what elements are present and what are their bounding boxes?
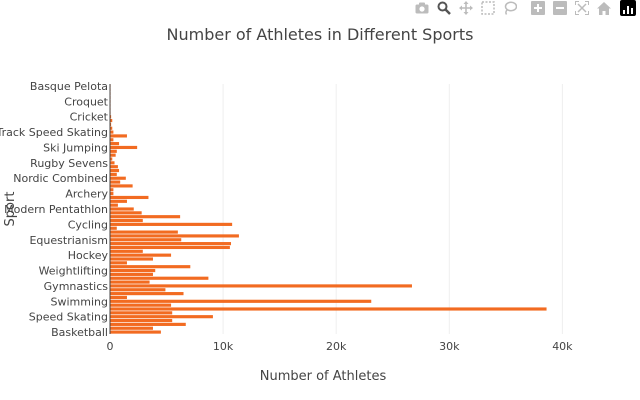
bar[interactable]	[110, 157, 113, 161]
x-tick-labels: 0 10k 20k 30k 40k	[107, 340, 574, 353]
bar[interactable]	[110, 265, 191, 269]
bar[interactable]	[110, 303, 172, 307]
y-tick-label: Speed Skating	[29, 311, 108, 324]
chart-title: Number of Athletes in Different Sports	[167, 25, 474, 44]
bar[interactable]	[110, 165, 118, 169]
bar[interactable]	[110, 195, 149, 200]
y-tick-label: Hockey	[68, 249, 109, 262]
bar[interactable]	[110, 295, 127, 300]
pan-icon[interactable]	[458, 0, 474, 16]
y-tick-label: Basketball	[51, 326, 108, 339]
x-tick-label: 40k	[552, 340, 573, 353]
bar[interactable]	[110, 253, 172, 257]
y-tick-label: Cycling	[68, 218, 108, 231]
bar[interactable]	[110, 261, 127, 265]
bar[interactable]	[110, 257, 153, 261]
y-tick-label: Weightlifting	[39, 265, 108, 278]
bar[interactable]	[110, 249, 143, 253]
bar[interactable]	[110, 134, 127, 138]
bar[interactable]	[110, 188, 114, 192]
bar[interactable]	[110, 242, 232, 246]
bar[interactable]	[110, 153, 116, 157]
bar[interactable]	[110, 230, 178, 234]
y-tick-label: Rugby Sevens	[30, 157, 108, 170]
bar[interactable]	[110, 138, 114, 142]
y-tick-label: Gymnastics	[44, 280, 109, 293]
x-tick-label: 10k	[213, 340, 234, 353]
bar[interactable]	[110, 280, 150, 284]
bar[interactable]	[110, 215, 181, 219]
gridlines	[222, 84, 563, 334]
bar[interactable]	[110, 142, 120, 146]
x-tick-label: 30k	[439, 340, 460, 353]
bar-series	[110, 84, 547, 334]
bar[interactable]	[110, 307, 547, 311]
bar[interactable]	[110, 288, 166, 292]
y-tick-label: Cricket	[70, 111, 109, 124]
autoscale-icon[interactable]	[574, 0, 590, 16]
bar[interactable]	[110, 180, 121, 184]
y-tick-label: Equestrianism	[29, 234, 108, 247]
y-axis-title: Sport	[3, 192, 18, 227]
bar[interactable]	[110, 168, 120, 173]
bar[interactable]	[110, 122, 112, 126]
bar[interactable]	[110, 203, 118, 207]
box-select-icon[interactable]	[480, 0, 496, 16]
bar[interactable]	[110, 311, 173, 315]
bar[interactable]	[110, 176, 126, 180]
bar[interactable]	[110, 161, 115, 165]
bar[interactable]	[110, 192, 114, 196]
bar[interactable]	[110, 299, 372, 303]
y-tick-label: Basque Pelota	[30, 80, 108, 93]
bar[interactable]	[110, 126, 113, 130]
y-tick-label: Nordic Combined	[13, 172, 108, 185]
bar[interactable]	[110, 238, 182, 242]
y-tick-label: Modern Pentathlon	[4, 203, 108, 216]
bar[interactable]	[110, 115, 112, 119]
bar[interactable]	[110, 118, 113, 123]
bar[interactable]	[110, 268, 156, 273]
bar[interactable]	[110, 330, 161, 334]
bar[interactable]	[110, 211, 142, 215]
zoom-in-icon[interactable]	[530, 0, 546, 16]
y-tick-label: Ski Jumping	[43, 141, 108, 154]
bar[interactable]	[110, 207, 134, 211]
bar[interactable]	[110, 184, 133, 188]
bar[interactable]	[110, 292, 184, 296]
x-tick-label: 0	[107, 340, 114, 353]
lasso-select-icon[interactable]	[502, 0, 518, 16]
x-axis-title: Number of Athletes	[260, 369, 387, 384]
bar[interactable]	[110, 318, 173, 323]
bar[interactable]	[110, 218, 143, 223]
reset-axes-icon[interactable]	[596, 0, 612, 16]
bar[interactable]	[110, 149, 117, 153]
bar[interactable]	[110, 222, 233, 226]
bar[interactable]	[110, 245, 230, 250]
bar[interactable]	[110, 315, 213, 319]
plotly-logo-icon[interactable]	[620, 0, 636, 16]
y-tick-label: Croquet	[64, 95, 108, 108]
bar[interactable]	[110, 326, 153, 330]
bar[interactable]	[110, 130, 114, 134]
bar[interactable]	[110, 322, 186, 326]
bar[interactable]	[110, 145, 138, 150]
y-tick-label: Archery	[65, 188, 108, 201]
bar[interactable]	[110, 276, 209, 280]
y-tick-label: Short Track Speed Skating	[0, 126, 108, 139]
bar[interactable]	[110, 199, 127, 203]
bar[interactable]	[110, 226, 117, 230]
bar[interactable]	[110, 272, 153, 276]
modebar	[408, 0, 636, 16]
zoom-icon[interactable]	[436, 0, 452, 16]
bar[interactable]	[110, 234, 239, 238]
x-tick-label: 20k	[326, 340, 347, 353]
y-tick-labels: Basketball Speed Skating Swimming Gymnastic…	[0, 80, 109, 339]
zoom-out-icon[interactable]	[552, 0, 568, 16]
bar[interactable]	[110, 284, 412, 288]
bar[interactable]	[110, 172, 117, 176]
y-tick-label: Swimming	[51, 295, 108, 308]
camera-icon[interactable]	[414, 0, 430, 16]
